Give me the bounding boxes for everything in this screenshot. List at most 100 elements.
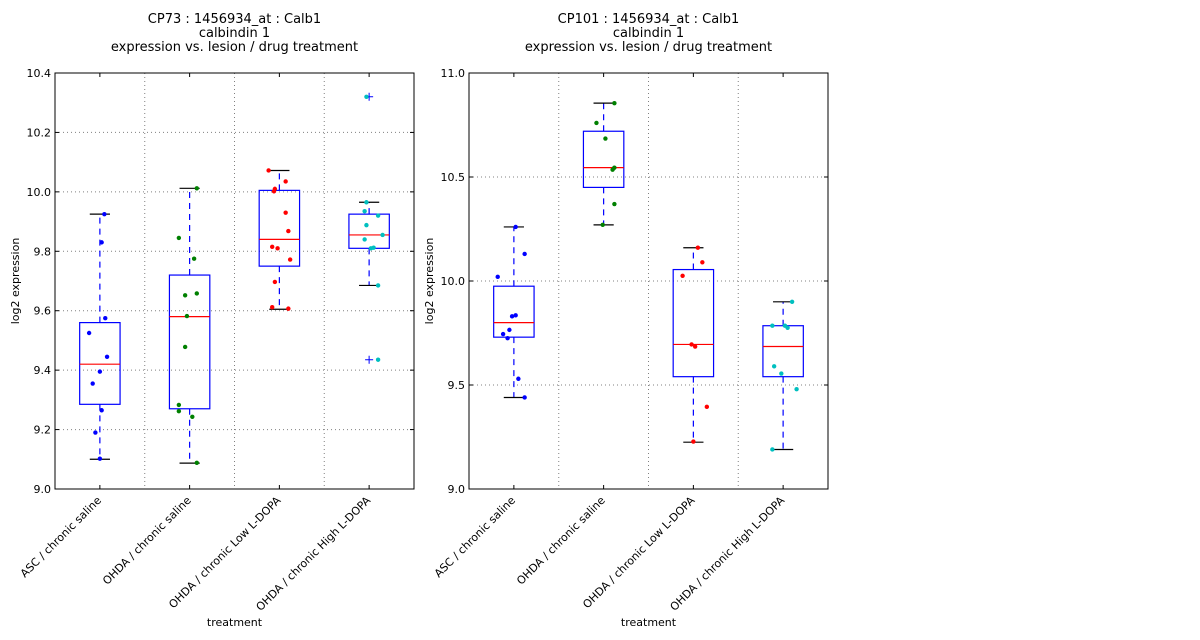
box-group xyxy=(493,224,535,400)
data-point xyxy=(99,240,104,245)
data-point xyxy=(182,344,188,350)
data-point xyxy=(97,456,103,461)
data-point xyxy=(286,306,291,311)
data-point xyxy=(500,331,506,337)
iqr-box xyxy=(168,274,211,410)
plot-frame xyxy=(54,72,415,490)
chart-title-line: CP101 : 1456934_at : Calb1 xyxy=(558,12,740,27)
data-point xyxy=(603,136,608,141)
data-point xyxy=(375,283,381,288)
data-point xyxy=(194,460,200,466)
y-tick-label: 10.5 xyxy=(441,171,466,184)
x-tick-label: OHDA / chronic saline xyxy=(100,494,194,588)
data-point xyxy=(364,222,369,228)
y-tick-label: 10.0 xyxy=(27,186,52,199)
y-tick-label: 9.2 xyxy=(34,424,52,437)
data-point xyxy=(176,235,182,241)
y-tick-label: 10.4 xyxy=(27,67,52,80)
data-point xyxy=(700,260,705,265)
x-tick-label: ASC / chronic saline xyxy=(18,494,104,580)
data-point xyxy=(505,336,510,341)
data-point xyxy=(184,313,190,319)
y-tick-label: 9.8 xyxy=(34,245,52,258)
data-point xyxy=(375,357,381,362)
data-point xyxy=(770,323,775,328)
data-point xyxy=(509,314,515,319)
y-tick-label: 10.2 xyxy=(27,126,52,139)
box-group xyxy=(762,299,804,452)
data-point xyxy=(680,273,685,278)
x-tick-label: ASC / chronic saline xyxy=(432,494,518,580)
y-tick-label: 9.0 xyxy=(448,483,466,496)
data-point xyxy=(93,430,98,435)
data-point xyxy=(271,189,277,194)
chart-title-line: expression vs. lesion / drug treatment xyxy=(111,40,358,55)
box-group xyxy=(672,245,715,444)
data-point xyxy=(594,120,599,126)
iqr-box xyxy=(672,268,715,378)
chart-title-line: CP73 : 1456934_at : Calb1 xyxy=(148,12,321,27)
data-point xyxy=(283,179,288,184)
chart-title-line: calbindin 1 xyxy=(613,26,684,41)
y-tick-label: 9.4 xyxy=(34,364,52,377)
data-point xyxy=(286,228,291,234)
chart-title-line: calbindin 1 xyxy=(199,26,270,41)
data-point xyxy=(190,414,195,419)
data-point xyxy=(612,201,617,207)
data-point xyxy=(610,167,615,172)
data-point xyxy=(513,224,518,230)
data-point xyxy=(194,186,200,191)
box-group xyxy=(582,100,625,228)
data-point xyxy=(380,232,385,238)
data-point xyxy=(689,342,694,347)
data-point xyxy=(794,386,799,392)
y-tick-label: 9.5 xyxy=(448,379,466,392)
data-point xyxy=(362,237,367,242)
data-point xyxy=(770,447,775,452)
data-point xyxy=(695,245,701,250)
outlier-marker xyxy=(365,355,374,364)
data-point xyxy=(612,100,617,106)
data-point xyxy=(362,208,367,214)
data-point xyxy=(90,381,95,386)
data-point xyxy=(516,376,521,381)
data-point xyxy=(371,245,376,250)
y-axis-label: log2 expression xyxy=(423,238,436,325)
y-tick-label: 11.0 xyxy=(441,67,466,80)
iqr-box xyxy=(582,130,625,189)
data-point xyxy=(266,168,271,173)
box-group xyxy=(168,186,211,466)
iqr-box xyxy=(79,322,121,405)
data-point xyxy=(283,210,288,215)
data-point xyxy=(507,327,512,333)
data-point xyxy=(191,256,197,261)
data-point xyxy=(287,257,293,262)
iqr-box xyxy=(493,285,535,338)
plot-frame xyxy=(468,72,829,490)
data-point xyxy=(269,304,275,310)
data-point xyxy=(600,222,605,228)
x-axis-label: treatment xyxy=(207,616,263,629)
data-point xyxy=(86,330,92,336)
data-point xyxy=(513,313,518,318)
data-point xyxy=(269,244,275,250)
data-point xyxy=(779,371,784,376)
data-point xyxy=(771,364,777,369)
y-tick-label: 9.0 xyxy=(34,483,52,496)
iqr-box xyxy=(348,213,390,249)
y-tick-label: 10.0 xyxy=(441,275,466,288)
data-point xyxy=(97,369,103,374)
y-tick-label: 9.6 xyxy=(34,305,52,318)
box-group xyxy=(79,211,121,461)
data-point xyxy=(522,395,527,400)
data-point xyxy=(364,200,369,205)
y-axis-label: log2 expression xyxy=(9,238,22,325)
x-axis-label: treatment xyxy=(621,616,677,629)
data-point xyxy=(691,439,696,444)
iqr-box xyxy=(762,325,804,378)
chart-title-line: expression vs. lesion / drug treatment xyxy=(525,40,772,55)
data-point xyxy=(495,274,500,280)
